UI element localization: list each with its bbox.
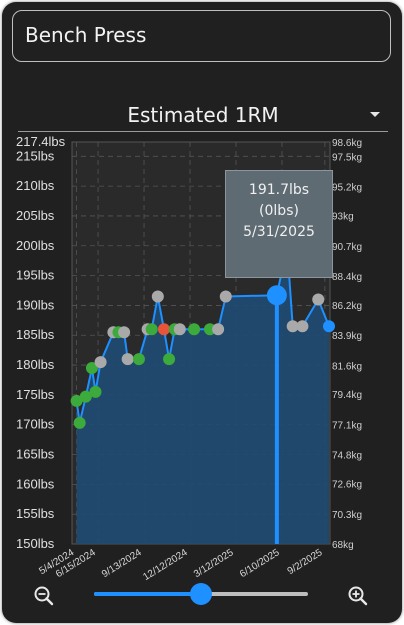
data-point-tooltip: 191.7lbs (0lbs) 5/31/2025 — [225, 170, 333, 278]
y-axis-right-tick-label: 74.8kg — [332, 451, 362, 462]
data-point — [73, 416, 86, 429]
data-point — [296, 320, 309, 333]
y-axis-right-tick-label: 72.6kg — [332, 480, 362, 491]
data-point — [121, 353, 134, 366]
y-axis-tick-label: 195lbs — [16, 268, 55, 283]
data-point — [79, 390, 92, 403]
data-point — [94, 356, 107, 369]
y-axis-tick-label: 190lbs — [16, 297, 55, 312]
zoom-out-icon[interactable] — [33, 585, 55, 607]
exercise-name-text: Bench Press — [25, 23, 147, 47]
selected-data-point — [266, 285, 287, 306]
y-axis-right-tick-label: 77.1kg — [332, 420, 362, 431]
tooltip-date: 5/31/2025 — [243, 224, 315, 240]
zoom-slider-fill — [94, 592, 201, 596]
y-axis-tick-label: 165lbs — [16, 447, 55, 462]
metric-dropdown-value: Estimated 1RM — [127, 103, 279, 127]
exercise-name-field[interactable]: Bench Press — [12, 10, 391, 62]
y-axis-tick-label: 210lbs — [16, 178, 55, 193]
y-axis-tick-label: 185lbs — [16, 327, 55, 342]
data-point — [188, 323, 201, 336]
y-axis-tick-label: 155lbs — [16, 506, 55, 521]
y-axis-tick-label: 215lbs — [16, 148, 55, 163]
tooltip-value: 191.7lbs — [248, 182, 310, 198]
chevron-down-icon — [370, 112, 380, 117]
zoom-in-icon[interactable] — [347, 585, 369, 607]
series-area-fill — [76, 245, 329, 545]
data-point — [212, 323, 225, 336]
x-axis-tick-label: 9/2/2025 — [286, 547, 325, 577]
data-point — [85, 362, 98, 375]
y-axis-right-tick-label: 68kg — [332, 540, 354, 551]
data-point — [312, 293, 325, 306]
y-axis-right-tick-label: 81.6kg — [332, 361, 362, 372]
y-axis-right-tick-label: 90.7kg — [332, 242, 362, 253]
data-point — [118, 326, 131, 339]
x-axis-tick-label: 9/13/2024 — [100, 547, 144, 580]
metric-dropdown[interactable]: Estimated 1RM — [18, 94, 388, 132]
y-axis-right-tick-label: 93kg — [332, 212, 354, 223]
x-axis-tick-label: 12/12/2024 — [141, 547, 190, 583]
y-axis-right-tick-label: 70.3kg — [332, 510, 362, 521]
data-point — [322, 320, 335, 333]
zoom-slider[interactable] — [94, 583, 308, 605]
y-axis-tick-label: 175lbs — [16, 387, 55, 402]
y-axis-tick-label: 217.4lbs — [16, 134, 66, 149]
data-point — [151, 290, 164, 303]
y-axis-tick-label: 205lbs — [16, 208, 55, 223]
tooltip-delta: (0lbs) — [259, 203, 299, 219]
y-axis-right-tick-label: 79.4kg — [332, 390, 362, 401]
y-axis-tick-label: 150lbs — [16, 536, 55, 551]
x-axis-tick-label: 6/10/2025 — [238, 547, 282, 580]
data-point — [145, 323, 158, 336]
data-point — [157, 323, 170, 336]
y-axis-right-tick-label: 95.2kg — [332, 183, 362, 194]
data-point — [132, 353, 145, 366]
y-axis-tick-label: 170lbs — [16, 417, 55, 432]
data-point — [70, 394, 83, 407]
y-axis-right-tick-label: 88.4kg — [332, 272, 362, 283]
data-point — [163, 353, 176, 366]
y-axis-right-tick-label: 83.9kg — [332, 331, 362, 342]
y-axis-tick-label: 180lbs — [16, 357, 55, 372]
data-point — [173, 323, 186, 336]
zoom-slider-thumb[interactable] — [190, 583, 212, 605]
y-axis-right-tick-label: 86.2kg — [332, 301, 362, 312]
data-point — [89, 385, 102, 398]
y-axis-right-tick-label: 97.5kg — [332, 152, 362, 163]
data-point — [219, 290, 232, 303]
x-axis-tick-label: 3/12/2025 — [192, 547, 236, 580]
y-axis-right-tick-label: 98.6kg — [332, 138, 362, 149]
y-axis-tick-label: 200lbs — [16, 238, 55, 253]
y-axis-tick-label: 160lbs — [16, 476, 55, 491]
data-point — [286, 320, 299, 333]
